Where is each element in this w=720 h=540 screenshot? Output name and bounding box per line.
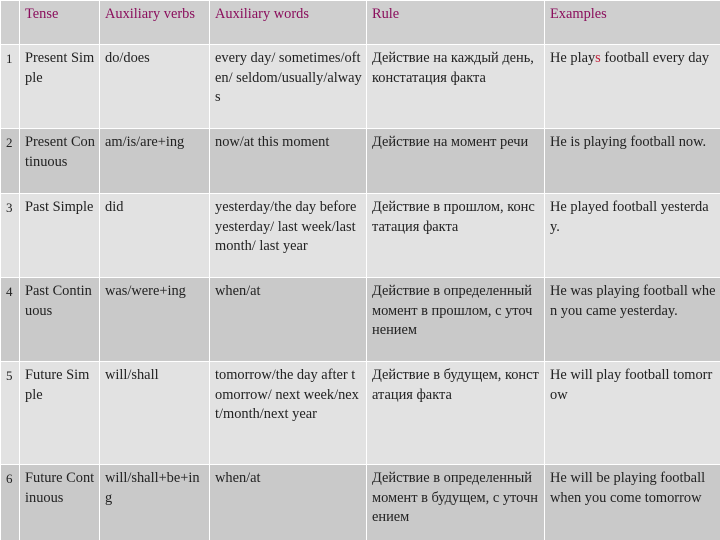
auxiliary-verbs-cell: do/does — [99, 44, 210, 129]
example-cell: He will be playing football when you com… — [544, 464, 720, 540]
example-cell: He was playing football when you came ye… — [544, 277, 720, 362]
table-row: 6 Future Continuous will/shall+be+ing wh… — [0, 464, 720, 540]
tense-cell: Past Simple — [19, 193, 100, 278]
tense-cell: Future Continuous — [19, 464, 100, 540]
highlighted-ending: s — [595, 50, 601, 66]
auxiliary-words-cell: yesterday/the day before yesterday/ last… — [209, 193, 367, 278]
rule-cell: Действие в определенный момент в будущем… — [366, 464, 545, 540]
auxiliary-verbs-cell: did — [99, 193, 210, 278]
example-cell: He plays football every day — [544, 44, 720, 129]
header-auxiliary-words: Auxiliary words — [209, 0, 367, 45]
row-number: 5 — [0, 361, 20, 465]
row-number: 1 — [0, 44, 20, 129]
auxiliary-words-cell: when/at — [209, 464, 367, 540]
auxiliary-verbs-cell: will/shall — [99, 361, 210, 465]
row-number: 6 — [0, 464, 20, 540]
example-text: He play — [550, 50, 596, 66]
header-examples: Examples — [544, 0, 720, 45]
tense-cell: Present Simple — [19, 44, 100, 129]
row-number: 2 — [0, 128, 20, 194]
row-number: 3 — [0, 193, 20, 278]
header-row: Tense Auxiliary verbs Auxiliary words Ru… — [0, 0, 720, 45]
rule-cell: Действие на момент речи — [366, 128, 545, 194]
tense-cell: Present Continuous — [19, 128, 100, 194]
rule-cell: Действие в определенный момент в прошлом… — [366, 277, 545, 362]
auxiliary-verbs-cell: am/is/are+ing — [99, 128, 210, 194]
header-rule: Rule — [366, 0, 545, 45]
header-auxiliary-verbs: Auxiliary verbs — [99, 0, 210, 45]
example-cell: He is playing football now. — [544, 128, 720, 194]
row-number: 4 — [0, 277, 20, 362]
table-row: 5 Future Simple will/shall tomorrow/the … — [0, 361, 720, 465]
auxiliary-words-cell: tomorrow/the day after tomorrow/ next we… — [209, 361, 367, 465]
header-tense: Tense — [19, 0, 100, 45]
auxiliary-words-cell: now/at this moment — [209, 128, 367, 194]
rule-cell: Действие в будущем, констатация факта — [366, 361, 545, 465]
example-cell: He played football yesterday. — [544, 193, 720, 278]
header-number — [0, 0, 20, 45]
table-row: 3 Past Simple did yesterday/the day befo… — [0, 193, 720, 278]
rule-cell: Действие в прошлом, констатация факта — [366, 193, 545, 278]
auxiliary-verbs-cell: was/were+ing — [99, 277, 210, 362]
auxiliary-verbs-cell: will/shall+be+ing — [99, 464, 210, 540]
example-cell: He will play football tomorrow — [544, 361, 720, 465]
example-text-rest: football every day — [600, 50, 710, 66]
table-row: 4 Past Continuous was/were+ing when/at Д… — [0, 277, 720, 362]
tense-cell: Past Continuous — [19, 277, 100, 362]
auxiliary-words-cell: when/at — [209, 277, 367, 362]
rule-cell: Действие на каждый день, констатация фак… — [366, 44, 545, 129]
table-row: 2 Present Continuous am/is/are+ing now/a… — [0, 128, 720, 194]
tense-cell: Future Simple — [19, 361, 100, 465]
table-row: 1 Present Simple do/does every day/ some… — [0, 44, 720, 129]
auxiliary-words-cell: every day/ sometimes/often/ seldom/usual… — [209, 44, 367, 129]
